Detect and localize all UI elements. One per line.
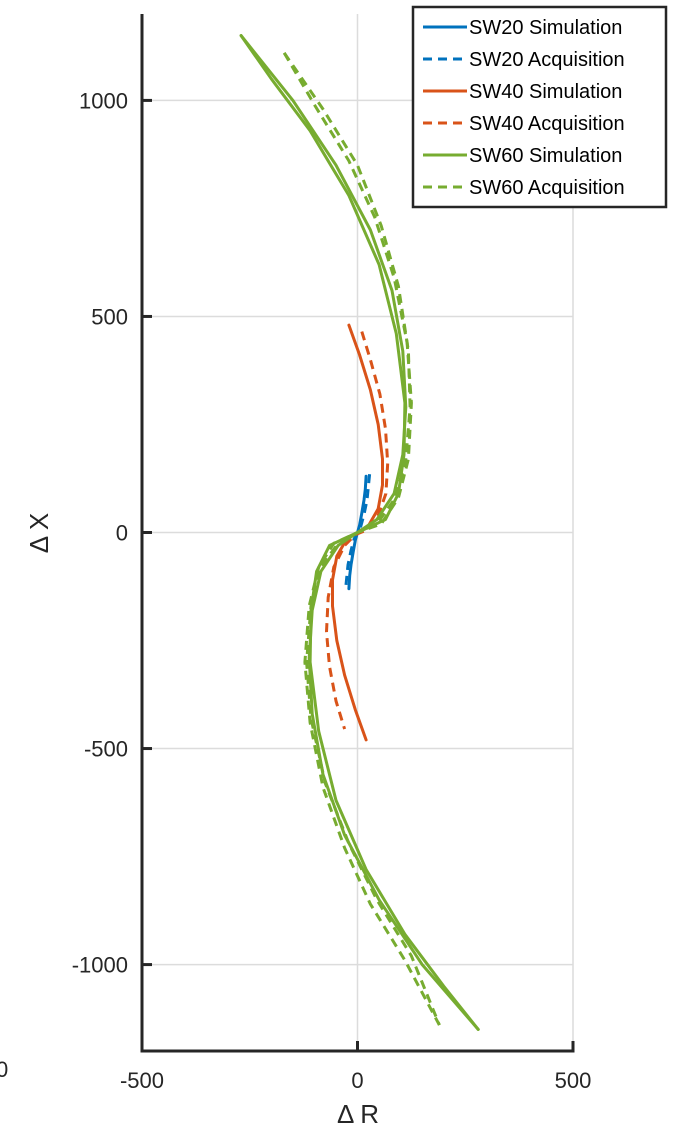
series-group	[239, 34, 480, 1031]
legend-label-2: SW40 Simulation	[469, 81, 622, 103]
y-axis-label: Δ X	[24, 513, 54, 554]
y-tick-label-2: 0	[116, 521, 128, 546]
y-tick-label-1: -500	[84, 737, 128, 762]
legend-label-3: SW40 Acquisition	[469, 113, 625, 135]
y-tick-label-4: 1000	[79, 88, 128, 113]
x-tick-label-2: 500	[555, 1068, 592, 1093]
tick-labels: -500 0 500 -1000 -500 0 500 1000	[72, 88, 592, 1093]
legend: SW20 Simulation SW20 Acquisition SW40 Simu…	[411, 5, 668, 209]
x-axis-label: Δ R	[337, 1099, 379, 1129]
legend-label-4: SW60 Simulation	[469, 145, 622, 167]
x-tick-label-1: 0	[351, 1068, 363, 1093]
stray-tick-label: 0	[0, 1057, 8, 1082]
series-line-1	[343, 474, 372, 591]
y-tick-label-3: 500	[91, 304, 128, 329]
series-line-7	[282, 52, 441, 1026]
legend-label-0: SW20 Simulation	[469, 17, 622, 39]
legend-label-5: SW60 Acquisition	[469, 177, 625, 199]
axes	[140, 14, 575, 1053]
legend-label-1: SW20 Acquisition	[469, 49, 625, 71]
x-tick-label-0: -500	[120, 1068, 164, 1093]
legend-box	[411, 5, 668, 209]
y-tick-label-0: -1000	[72, 953, 128, 978]
